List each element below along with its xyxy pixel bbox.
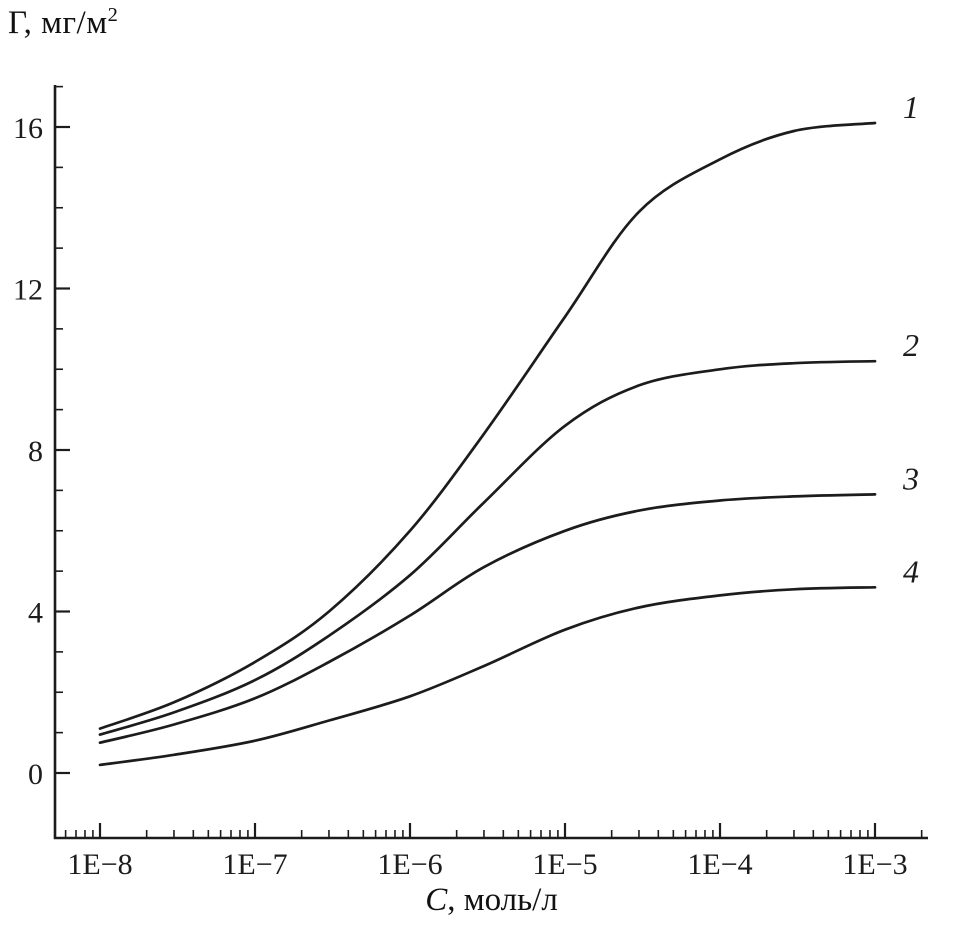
y-axis-symbol: Γ [8,5,24,41]
curve-label-4: 4 [903,553,919,589]
y-tick-label: 8 [28,435,43,468]
y-tick-label: 12 [13,274,43,307]
curve-label-1: 1 [903,89,919,125]
y-tick-label: 16 [13,112,43,145]
y-axis-units: , мг/м [23,5,108,41]
x-tick-label: 1E−7 [222,848,287,881]
curve-4 [98,585,877,767]
x-tick-label: 1E−6 [377,848,442,881]
x-tick-label: 1E−8 [67,848,132,881]
x-tick-label: 1E−3 [842,848,907,881]
x-axis-symbol: C [425,882,448,918]
curve-2 [98,359,877,736]
y-axis-superscript: 2 [107,4,119,26]
curve-label-3: 3 [902,460,919,496]
x-tick-label: 1E−4 [687,848,752,881]
curve-3 [98,493,877,745]
y-tick-label: 0 [28,758,43,791]
x-axis-units: , моль/л [447,882,558,918]
curve-label-2: 2 [903,327,919,363]
y-tick-label: 4 [28,597,43,630]
x-tick-label: 1E−5 [532,848,597,881]
x-axis-title: C, моль/л [55,882,928,919]
curve-1 [98,121,877,730]
y-axis-title: Γ, мг/м2 [8,4,118,42]
axes [53,85,928,840]
